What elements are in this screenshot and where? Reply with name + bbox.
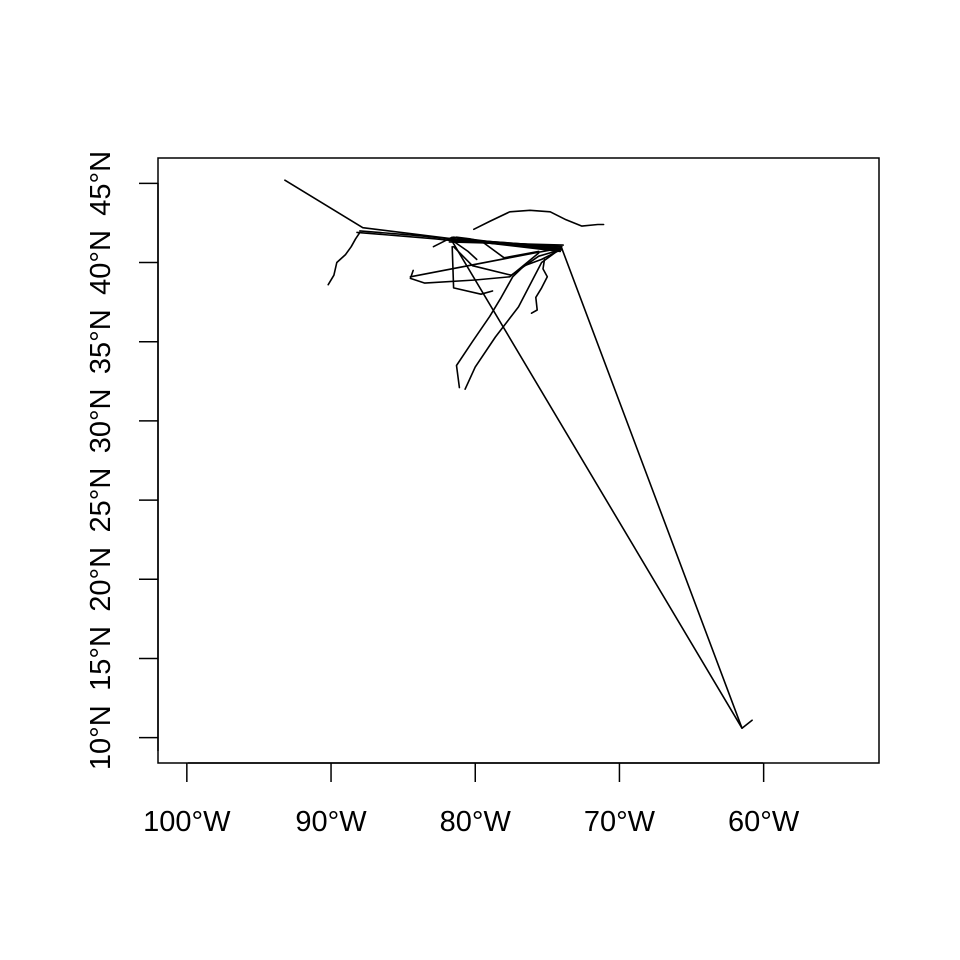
x-tick-label: 100°W bbox=[143, 806, 231, 838]
track-line-21 bbox=[472, 209, 605, 231]
y-tick-label: 20°N bbox=[85, 547, 117, 612]
track-line-20 bbox=[530, 258, 549, 315]
y-tick-label: 40°N bbox=[85, 230, 117, 295]
track-lines bbox=[284, 179, 753, 730]
track-line-16 bbox=[409, 247, 562, 278]
y-axis: 10°N 15°N 20°N 25°N 30°N 35°N 40°N 45°N bbox=[85, 151, 159, 770]
track-line-17 bbox=[452, 245, 562, 277]
y-tick-label: 25°N bbox=[85, 468, 117, 533]
y-tick-label: 45°N bbox=[85, 151, 117, 216]
track-line-18 bbox=[455, 249, 562, 389]
x-tick-label: 60°W bbox=[728, 806, 800, 838]
x-axis: 100°W 90°W 80°W 70°W 60°W bbox=[143, 762, 800, 838]
track-line-23 bbox=[560, 247, 743, 730]
y-tick-label: 30°N bbox=[85, 389, 117, 454]
x-tick-label: 90°W bbox=[295, 806, 367, 838]
y-tick-label: 15°N bbox=[85, 626, 117, 691]
plot-frame bbox=[157, 157, 880, 764]
track-line-2 bbox=[327, 231, 361, 286]
x-tick-label: 70°W bbox=[584, 806, 656, 838]
track-line-11 bbox=[449, 238, 540, 259]
track-line-19 bbox=[464, 249, 560, 391]
track-line-13 bbox=[455, 236, 562, 250]
track-line-22 bbox=[449, 238, 753, 730]
y-tick-label: 35°N bbox=[85, 309, 117, 374]
track-line-1 bbox=[284, 179, 563, 251]
track-line-10 bbox=[432, 236, 456, 248]
track-line-12 bbox=[451, 239, 478, 261]
track-line-14 bbox=[451, 245, 494, 296]
y-tick-label: 10°N bbox=[85, 705, 117, 770]
x-tick-label: 80°W bbox=[440, 806, 512, 838]
